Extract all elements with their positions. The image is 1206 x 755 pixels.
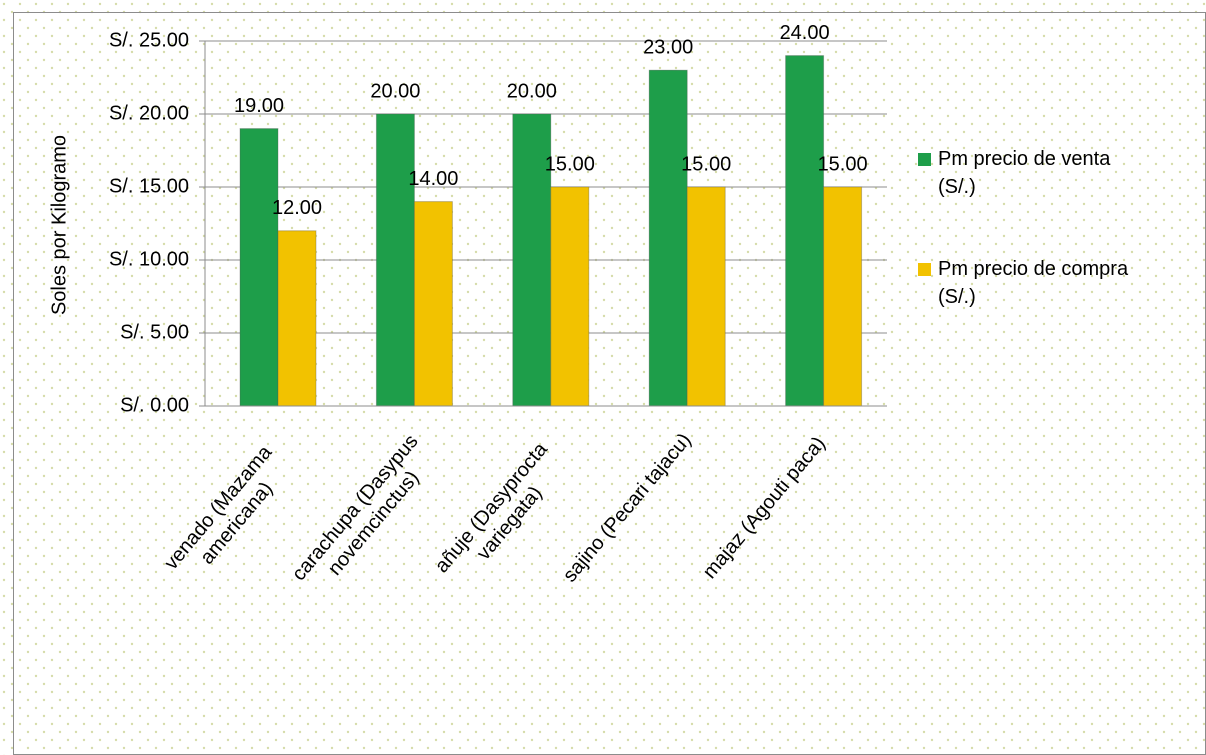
data-label: 19.00 [234, 95, 284, 117]
y-tick-label: S/. 0.00 [120, 394, 189, 416]
bar-shade [375, 113, 415, 407]
legend-swatch [918, 263, 931, 276]
y-tick-label: S/. 20.00 [109, 102, 189, 124]
data-label: 20.00 [370, 80, 420, 102]
data-label: 15.00 [818, 153, 868, 175]
y-tick-label: S/. 25.00 [109, 29, 189, 51]
bar-shade [686, 186, 726, 407]
y-tick-label: S/. 10.00 [109, 248, 189, 270]
bar-shade [239, 128, 279, 407]
y-tick-label: S/. 5.00 [120, 321, 189, 343]
data-label: 24.00 [780, 22, 830, 44]
data-label: 15.00 [545, 153, 595, 175]
y-axis-title: Soles por Kilogramo [48, 135, 70, 315]
bar-shade [823, 186, 863, 407]
data-label: 15.00 [681, 153, 731, 175]
bar-shade [785, 55, 825, 407]
bar-shade [413, 201, 453, 407]
legend-label: Pm precio de compra (S/.) [938, 258, 1129, 308]
data-label: 14.00 [408, 168, 458, 190]
legend-entry: Pm precio de compra (S/.) [918, 255, 1138, 311]
data-label: 23.00 [643, 36, 693, 58]
data-label: 20.00 [507, 80, 557, 102]
bar-shade [550, 186, 590, 407]
legend-entry: Pm precio de venta (S/.) [918, 145, 1138, 201]
bar-shade [648, 69, 688, 407]
y-tick-label: S/. 15.00 [109, 175, 189, 197]
legend-swatch [918, 153, 931, 166]
data-label: 12.00 [272, 197, 322, 219]
legend-label: Pm precio de venta (S/.) [938, 148, 1111, 198]
bar-shade [277, 230, 317, 407]
